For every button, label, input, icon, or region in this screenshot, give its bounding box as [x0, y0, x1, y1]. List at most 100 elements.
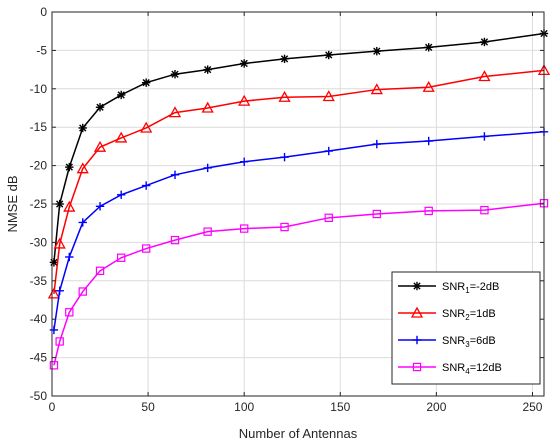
square-marker — [78, 287, 87, 296]
series-line — [53, 202, 545, 366]
square-marker — [480, 205, 489, 215]
plus-marker — [203, 163, 212, 173]
asterisk-marker — [95, 103, 105, 112]
asterisk-marker — [424, 43, 433, 52]
plus-marker — [170, 170, 180, 180]
triangle-marker — [322, 90, 335, 102]
x-tick-label: 250 — [522, 400, 542, 414]
legend-label-name: SNR — [442, 281, 465, 293]
asterisk-marker — [372, 46, 381, 56]
plus-marker — [324, 146, 333, 156]
x-tick-label: 150 — [330, 400, 350, 414]
plus-marker — [424, 136, 433, 146]
legend-label-subscript: 2 — [465, 313, 470, 322]
legend-label: SNR3=6dB — [442, 335, 496, 349]
square-marker — [372, 209, 381, 219]
plus-marker — [480, 132, 489, 141]
triangle-marker — [93, 140, 107, 152]
series-4 — [49, 199, 549, 370]
triangle-marker — [76, 162, 89, 174]
square-marker — [324, 213, 333, 223]
legend-label-suffix: =-2dB — [470, 281, 500, 293]
y-tick-label: -10 — [30, 82, 48, 96]
y-tick-label: 0 — [40, 5, 47, 19]
asterisk-marker — [324, 50, 333, 60]
asterisk-marker — [65, 162, 74, 172]
asterisk-marker — [203, 65, 212, 74]
plot-area — [47, 29, 550, 370]
legend-box — [391, 271, 541, 385]
x-tick-label: 0 — [49, 400, 56, 414]
triangle-marker — [238, 94, 251, 106]
legend-label-name: SNR — [442, 362, 465, 374]
legend-label-subscript: 3 — [465, 340, 470, 349]
asterisk-marker — [78, 123, 87, 133]
square-marker — [116, 253, 126, 262]
asterisk-marker — [239, 59, 249, 68]
y-tick-label: -40 — [30, 312, 48, 326]
legend-label: SNR1=-2dB — [442, 281, 499, 295]
legend-label-suffix: =1dB — [470, 308, 496, 320]
y-tick-label: -35 — [30, 274, 48, 288]
legend-entry-3: SNR3=6dB — [398, 335, 496, 349]
series-line — [53, 131, 545, 331]
x-tick-label: 50 — [141, 400, 155, 414]
legend-label: SNR4=12dB — [442, 362, 502, 376]
plus-marker — [49, 325, 59, 335]
x-tick-label: 200 — [426, 400, 446, 414]
legend-label-subscript: 1 — [465, 286, 470, 295]
legend-label: SNR2=1dB — [442, 308, 496, 322]
square-marker — [280, 222, 289, 232]
plus-marker — [372, 139, 381, 149]
triangle-marker — [53, 237, 66, 249]
legend-label-subscript: 4 — [465, 367, 470, 376]
y-tick-label: -30 — [30, 235, 48, 249]
plus-marker — [280, 152, 289, 162]
legend-entry-2: SNR2=1dB — [398, 306, 496, 322]
asterisk-marker — [480, 37, 489, 47]
series-2 — [47, 64, 550, 299]
x-axis-label: Number of Antennas — [239, 426, 358, 441]
legend-label-suffix: =6dB — [470, 335, 496, 347]
square-marker — [55, 337, 64, 346]
asterisk-marker — [55, 199, 64, 209]
square-marker — [141, 244, 151, 253]
square-marker — [95, 266, 105, 276]
asterisk-marker — [412, 281, 422, 291]
asterisk-marker — [116, 90, 126, 100]
asterisk-marker — [170, 70, 180, 79]
series-3 — [49, 127, 549, 335]
y-tick-label: -5 — [36, 43, 47, 57]
triangle-marker — [63, 200, 76, 212]
triangle-marker — [278, 90, 291, 102]
legend-label-suffix: =12dB — [470, 362, 502, 374]
triangle-marker — [115, 131, 128, 143]
plus-marker — [65, 252, 74, 262]
plus-marker — [116, 190, 126, 199]
square-marker — [424, 206, 433, 216]
series-line — [53, 32, 545, 263]
square-marker — [239, 224, 249, 233]
triangle-marker — [47, 287, 61, 299]
plus-marker — [55, 286, 64, 295]
triangle-marker — [410, 306, 424, 318]
square-marker — [203, 227, 212, 236]
square-marker — [49, 361, 59, 370]
y-tick-label: -25 — [30, 197, 48, 211]
triangle-marker — [201, 101, 214, 113]
legend-label-name: SNR — [442, 308, 465, 320]
y-tick-label: -15 — [30, 120, 48, 134]
triangle-marker — [478, 70, 491, 82]
y-tick-label: -45 — [30, 351, 48, 365]
axes: 0 50 100 150 200 250 0 -5 -10 -15 -20 -25 -30 -35 -40 -… — [5, 5, 545, 441]
triangle-marker — [422, 80, 435, 92]
plus-marker — [412, 335, 422, 345]
legend-entry-4: SNR4=12dB — [398, 362, 502, 376]
legend-entry-1: SNR1=-2dB — [398, 281, 499, 295]
y-axis-label: NMSE dB — [5, 175, 20, 232]
square-marker — [170, 235, 180, 245]
series-line — [53, 69, 545, 294]
plus-marker — [95, 202, 105, 211]
